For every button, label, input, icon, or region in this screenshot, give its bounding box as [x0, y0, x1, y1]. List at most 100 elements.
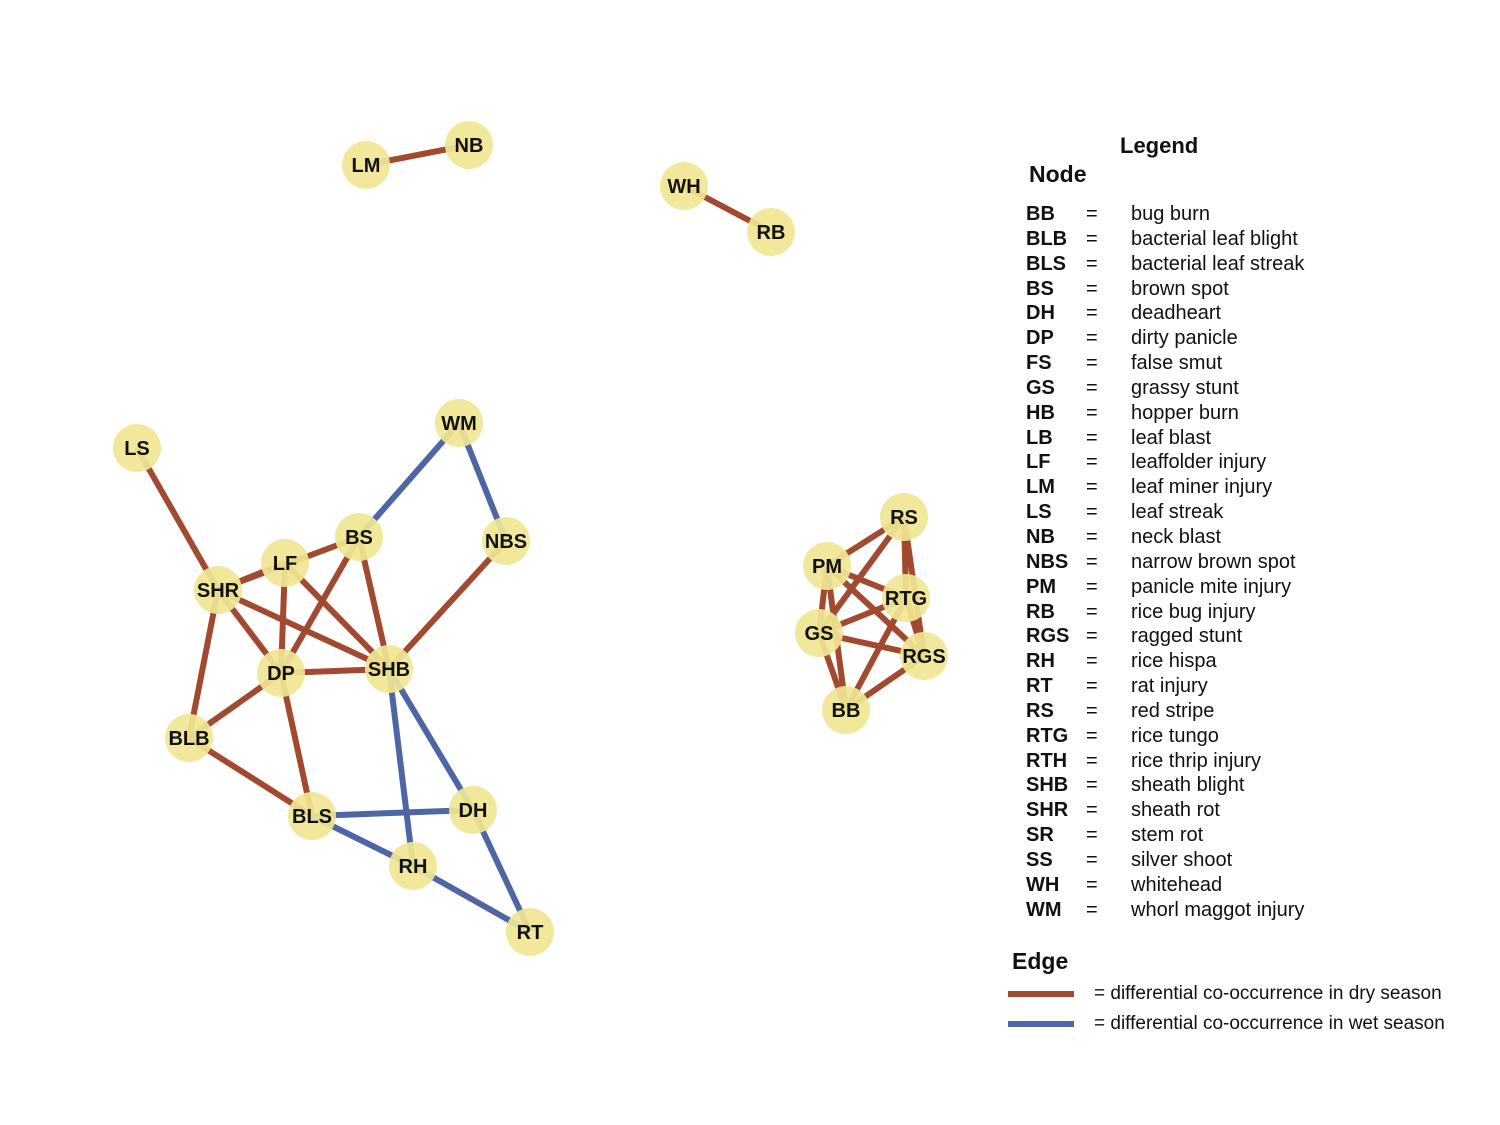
legend-description: hopper burn	[1131, 401, 1239, 424]
legend-equals: =	[1086, 799, 1098, 822]
legend-abbr: SHB	[1026, 774, 1069, 797]
legend-equals: =	[1086, 600, 1098, 623]
legend-edge-dry-label: = differential co-occurrence in dry seas…	[1094, 983, 1442, 1004]
legend-description: leaf streak	[1131, 501, 1224, 524]
legend-equals: =	[1086, 749, 1098, 772]
legend-abbr: RTG	[1026, 724, 1069, 747]
node-label: RTG	[885, 588, 927, 610]
legend-description: whorl maggot injury	[1131, 898, 1305, 921]
legend: Legend Node BB = bug burn BLB = bacterial lea…	[1000, 130, 1490, 1050]
legend-abbr: BS	[1026, 277, 1054, 300]
legend-abbr: NBS	[1026, 550, 1069, 573]
node-circle	[165, 714, 213, 762]
node-circle	[194, 566, 242, 614]
node-circle	[449, 786, 497, 834]
node-circle	[113, 424, 161, 472]
node-label: RGS	[902, 646, 945, 668]
edge-ls-shr	[134, 446, 221, 592]
legend-description: bug burn	[1131, 203, 1210, 225]
node-label: RB	[757, 222, 786, 244]
legend-description: false smut	[1131, 352, 1223, 375]
legend-equals: =	[1086, 724, 1098, 747]
legend-equals: =	[1086, 227, 1098, 250]
edge-dp-bls	[278, 672, 315, 817]
legend-description: narrow brown spot	[1131, 550, 1296, 573]
legend-description: leaf miner injury	[1131, 476, 1273, 499]
legend-node-heading: Node	[1029, 161, 1087, 187]
node-wh: WH	[660, 162, 708, 210]
node-bb: BB	[822, 686, 870, 734]
legend-abbr: RT	[1026, 675, 1053, 698]
legend-abbr: SR	[1026, 824, 1054, 847]
legend-abbr: DH	[1026, 302, 1055, 325]
legend-equals: =	[1086, 625, 1098, 648]
node-rt: RT	[506, 908, 554, 956]
node-circle	[900, 632, 948, 680]
legend-abbr: NB	[1026, 525, 1055, 548]
node-lf: LF	[261, 539, 309, 587]
node-label: SHB	[368, 659, 410, 681]
legend-edge-wet: = differential co-occurrence in wet seas…	[1008, 1011, 1488, 1037]
node-label: RT	[517, 922, 544, 944]
legend-equals: =	[1086, 426, 1098, 449]
legend-edge-heading: Edge	[1012, 948, 1069, 974]
node-circle	[822, 686, 870, 734]
node-circle	[795, 609, 843, 657]
legend-equals: =	[1086, 699, 1098, 722]
legend-abbr: BLB	[1026, 227, 1068, 250]
node-circle	[257, 649, 305, 697]
node-label: WH	[667, 176, 700, 198]
legend-edge-wet-label: = differential co-occurrence in wet seas…	[1094, 1013, 1445, 1034]
node-label: DH	[459, 800, 488, 822]
legend-description: stem rot	[1131, 824, 1204, 847]
node-blb: BLB	[165, 714, 213, 762]
legend-description: dirty panicle	[1131, 327, 1238, 350]
edge-layer	[134, 142, 927, 935]
node-label: DP	[267, 663, 295, 685]
legend-abbr: LS	[1026, 501, 1052, 524]
node-label: BLB	[168, 728, 209, 750]
legend-abbr: LM	[1026, 476, 1055, 499]
legend-equals: =	[1086, 401, 1098, 424]
legend-description: sheath blight	[1131, 774, 1245, 797]
node-label: BS	[345, 527, 373, 549]
legend-description: neck blast	[1131, 525, 1222, 548]
legend-abbr: BB	[1026, 203, 1055, 225]
node-label: SHR	[197, 580, 240, 602]
edge-shb-rh	[386, 668, 416, 867]
edge-bls-dh	[311, 807, 474, 819]
legend-description: deadheart	[1131, 302, 1222, 325]
node-bs: BS	[335, 513, 383, 561]
legend-abbr: PM	[1026, 575, 1056, 598]
legend-equals: =	[1086, 525, 1098, 548]
legend-description: rice hispa	[1131, 650, 1217, 673]
legend-abbr: GS	[1026, 376, 1055, 399]
node-label: BLS	[292, 806, 332, 828]
node-circle	[389, 842, 437, 890]
node-label: LM	[352, 155, 381, 177]
node-label: RH	[399, 856, 428, 878]
node-label: BB	[832, 700, 861, 722]
edge-bs-dp	[278, 535, 362, 675]
node-circle	[365, 645, 413, 693]
node-label: WM	[441, 413, 477, 435]
node-pm: PM	[803, 542, 851, 590]
node-circle	[335, 513, 383, 561]
node-wm: WM	[435, 399, 483, 447]
legend-abbr: RB	[1026, 600, 1055, 623]
legend-abbr: WH	[1026, 873, 1060, 896]
node-circle	[261, 539, 309, 587]
node-label: PM	[812, 556, 842, 578]
node-circle	[882, 574, 930, 622]
legend-title: Legend	[1120, 133, 1199, 158]
legend-description: brown spot	[1131, 277, 1229, 300]
legend-description: rat injury	[1131, 675, 1208, 698]
legend-equals: =	[1086, 824, 1098, 847]
legend-equals: =	[1086, 575, 1098, 598]
legend-description: leaf blast	[1131, 426, 1212, 449]
node-nbs: NBS	[482, 517, 530, 565]
legend-equals: =	[1086, 352, 1098, 375]
legend-equals: =	[1086, 476, 1098, 499]
node-lm: LM	[342, 141, 390, 189]
